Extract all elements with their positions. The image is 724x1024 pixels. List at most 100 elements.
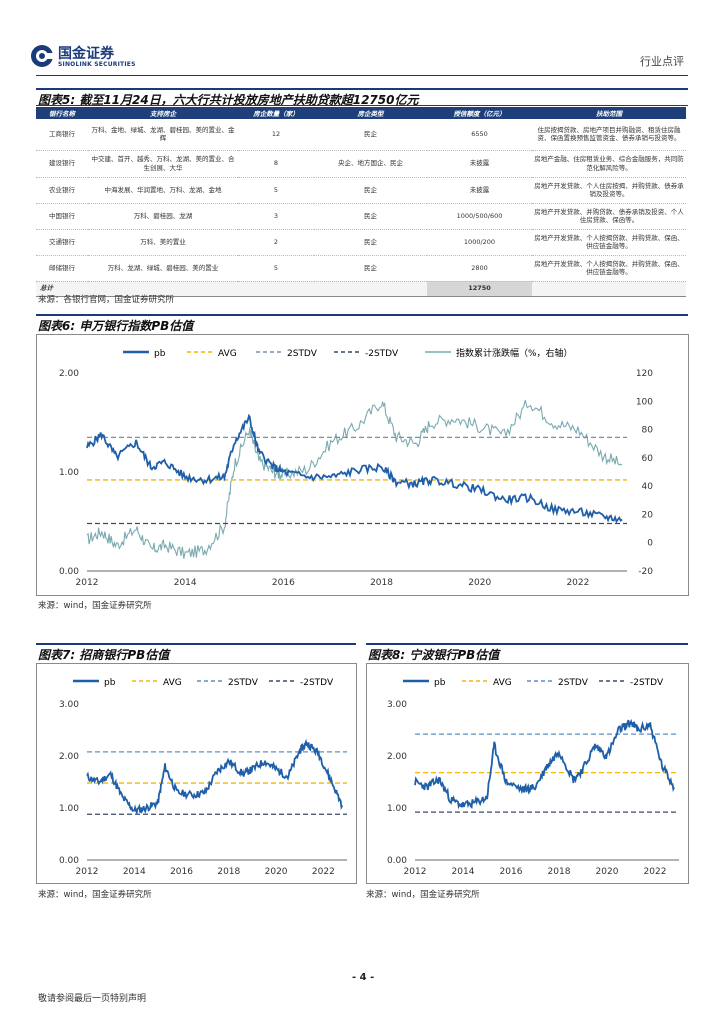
y2-tick-label: 0: [647, 539, 653, 549]
credit-line: 1000/500/600: [427, 203, 532, 230]
x-tick-label: 2014: [174, 578, 197, 588]
table-row: 建设银行 中交建、首开、越秀、万科、龙湖、美的置业、合生创展、大华 8 央企、地…: [36, 150, 686, 178]
support-scope: 住房按揭贷款、房地产项目并购融资、租赁住房融资、保函置换预售监管资金、债券承销与…: [532, 119, 686, 151]
firm-count: 2: [238, 229, 314, 256]
fig8-title-bar: [366, 643, 688, 645]
legend-label-2stdv: 2STDV: [558, 678, 589, 688]
fig5-title-underline: [36, 105, 688, 106]
fig7-title: 图表7: 招商银行PB估值: [38, 648, 170, 662]
legend: pb AVG 2STDV -2STDV 指数累计涨跌幅（%，右轴）: [123, 347, 573, 359]
report-type: 行业点评: [640, 55, 684, 68]
legend-label-neg2stdv: -2STDV: [630, 678, 664, 688]
x-tick-label: 2012: [76, 867, 99, 877]
bank-name: 建设银行: [36, 150, 88, 178]
legend-label-pb: pb: [434, 678, 446, 688]
firm-count: 8: [238, 150, 314, 178]
firm-count: 5: [238, 177, 314, 204]
firm-type: 民企: [314, 177, 427, 204]
legend: pb AVG 2STDV -2STDV: [403, 678, 664, 688]
y2-tick-label: 60: [642, 454, 654, 464]
fig5-source: 来源：各银行官网，国金证券研究所: [38, 295, 175, 305]
page-number: - 4 -: [352, 972, 375, 983]
y-tick-label: 0.00: [59, 856, 79, 866]
fig6-chart: pb AVG 2STDV -2STDV 指数累计涨跌幅（%，右轴） 2.00 1.…: [36, 334, 689, 596]
y-tick-label: 1.00: [59, 804, 79, 814]
x-tick-label: 2018: [370, 578, 393, 588]
support-scope: 房地产开发贷款、个人按揭贷款、并购贷款、保函、供应链金融等。: [532, 255, 686, 282]
y2-tick-label: 120: [636, 369, 653, 379]
firm-count: 12: [238, 119, 314, 151]
supported-firms: 万科、美的置业: [88, 229, 238, 256]
credit-line: 未披露: [427, 177, 532, 204]
y-tick-label: 3.00: [387, 700, 407, 710]
y2-tick-label: 100: [636, 397, 653, 407]
fig7-chart: pb AVG 2STDV -2STDV 3.00 2.00 1.00 0.00 2012…: [36, 663, 357, 884]
support-scope: 房地产金融、住房租赁业务、综合金融服务，共同防范化解风险等。: [532, 150, 686, 178]
column-header: 支持房企: [88, 107, 238, 119]
loan-table: 银行名称 支持房企 房企数量（家） 房企类型 授信额度（亿元） 扶助范围 工商银…: [36, 107, 686, 297]
fig7-title-bar: [36, 643, 356, 645]
y2-tick-label: -20: [638, 567, 653, 577]
table-header-row: 银行名称 支持房企 房企数量（家） 房企类型 授信额度（亿元） 扶助范围: [36, 107, 686, 119]
y-tick-label: 0.00: [387, 856, 407, 866]
company-logo: 国金证券 SINOLINK SECURITIES: [30, 42, 170, 70]
fig6-source: 来源：wind，国金证券研究所: [38, 601, 152, 611]
credit-line: 1000/200: [427, 229, 532, 256]
legend: pb AVG 2STDV -2STDV: [73, 678, 334, 688]
x-tick-label: 2022: [312, 867, 335, 877]
fig8-source: 来源：wind，国金证券研究所: [366, 890, 480, 900]
disclaimer-note: 敬请参阅最后一页特别声明: [38, 994, 147, 1004]
legend-label-index: 指数累计涨跌幅（%，右轴）: [456, 347, 573, 359]
y-tick-label: 1.00: [59, 468, 79, 478]
table-row: 工商银行 万科、金地、绿城、龙湖、碧桂园、美的置业、金辉 12 民企 6550 …: [36, 119, 686, 151]
fig7-svg: pb AVG 2STDV -2STDV 3.00 2.00 1.00 0.002012…: [59, 678, 347, 877]
x-tick-label: 2016: [500, 867, 523, 877]
supported-firms: 万科、金地、绿城、龙湖、碧桂园、美的置业、金辉: [88, 119, 238, 151]
supported-firms: 中交建、首开、越秀、万科、龙湖、美的置业、合生创展、大华: [88, 150, 238, 178]
column-header: 房企类型: [314, 107, 427, 119]
supported-firms: 万科、龙湖、绿城、碧桂园、美的置业: [88, 255, 238, 282]
x-tick-label: 2022: [644, 867, 667, 877]
legend-label-avg: AVG: [163, 678, 182, 688]
fig6-title: 图表6: 申万银行指数PB估值: [38, 319, 194, 333]
supported-firms: 万科、碧桂园、龙湖: [88, 203, 238, 230]
bank-name: 中国银行: [36, 203, 88, 230]
y2-tick-label: 40: [642, 482, 654, 492]
fig5-title: 图表5: 截至11月24日，六大行共计投放房地产扶助贷款超12750亿元: [38, 93, 419, 107]
series-line-pb: [86, 738, 344, 816]
credit-line: 6550: [427, 119, 532, 151]
table-row: 农业银行 中海发展、华润置地、万科、龙湖、金地 5 民企 未披露 房地产开发贷款…: [36, 177, 686, 204]
table-row: 邮储银行 万科、龙湖、绿城、碧桂园、美的置业 5 民企 2800 房地产开发贷款…: [36, 255, 686, 282]
x-tick-label: 2014: [123, 867, 146, 877]
bank-name: 邮储银行: [36, 255, 88, 282]
logo-mark-icon: [31, 45, 54, 67]
supported-firms: 中海发展、华润置地、万科、龙湖、金地: [88, 177, 238, 204]
x-tick-label: 2018: [548, 867, 571, 877]
support-scope: 房地产开发贷款、个人住房按揭、并购贷款、债券承销及投资等。: [532, 177, 686, 204]
x-tick-label: 2016: [170, 867, 193, 877]
table-row: 中国银行 万科、碧桂园、龙湖 3 民企 1000/500/600 房地产开发贷款…: [36, 203, 686, 230]
column-header: 房企数量（家）: [238, 107, 314, 119]
legend-label-neg2stdv: -2STDV: [365, 349, 399, 359]
column-header: 授信额度（亿元）: [427, 107, 532, 119]
x-tick-label: 2012: [404, 867, 427, 877]
legend-label-avg: AVG: [218, 349, 237, 359]
y-tick-label: 1.00: [387, 804, 407, 814]
x-tick-label: 2016: [272, 578, 295, 588]
y-tick-label: 2.00: [387, 752, 407, 762]
firm-count: 3: [238, 203, 314, 230]
x-tick-label: 2014: [452, 867, 475, 877]
series-line-index: [86, 400, 623, 559]
table-row: 交通银行 万科、美的置业 2 民企 1000/200 房地产开发贷款、个人按揭贷…: [36, 229, 686, 256]
x-tick-label: 2020: [596, 867, 619, 877]
y2-tick-label: 20: [642, 510, 654, 520]
fig5-title-bar: [36, 88, 688, 90]
column-header: 扶助范围: [532, 107, 686, 119]
bank-name: 工商银行: [36, 119, 88, 151]
credit-line: 2800: [427, 255, 532, 282]
logo-cn: 国金证券: [58, 46, 114, 62]
legend-label-2stdv: 2STDV: [228, 678, 259, 688]
total-label: 总计: [36, 281, 88, 297]
legend-label-pb: pb: [104, 678, 116, 688]
total-value: 12750: [427, 281, 532, 297]
